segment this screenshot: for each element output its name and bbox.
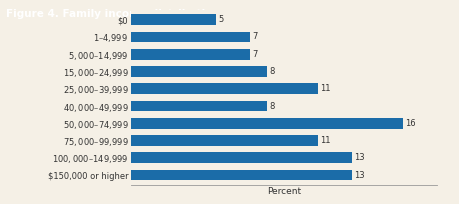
Bar xyxy=(131,14,216,25)
Bar xyxy=(131,118,402,129)
Text: 16: 16 xyxy=(405,119,415,128)
Bar xyxy=(131,66,267,77)
Bar xyxy=(131,170,351,181)
Bar xyxy=(131,83,317,94)
Text: Figure 4. Family income distribution: Figure 4. Family income distribution xyxy=(6,9,219,19)
Text: 7: 7 xyxy=(252,32,257,41)
Text: 13: 13 xyxy=(354,171,364,180)
Bar xyxy=(131,153,351,163)
Bar xyxy=(131,101,267,111)
Text: 7: 7 xyxy=(252,50,257,59)
Bar xyxy=(131,32,250,42)
Text: 5: 5 xyxy=(218,15,224,24)
Text: 11: 11 xyxy=(320,136,330,145)
Text: 8: 8 xyxy=(269,67,274,76)
Text: 8: 8 xyxy=(269,102,274,111)
Bar xyxy=(131,135,317,146)
Text: 11: 11 xyxy=(320,84,330,93)
Bar xyxy=(131,49,250,60)
Text: 13: 13 xyxy=(354,153,364,162)
X-axis label: Percent: Percent xyxy=(266,187,301,196)
